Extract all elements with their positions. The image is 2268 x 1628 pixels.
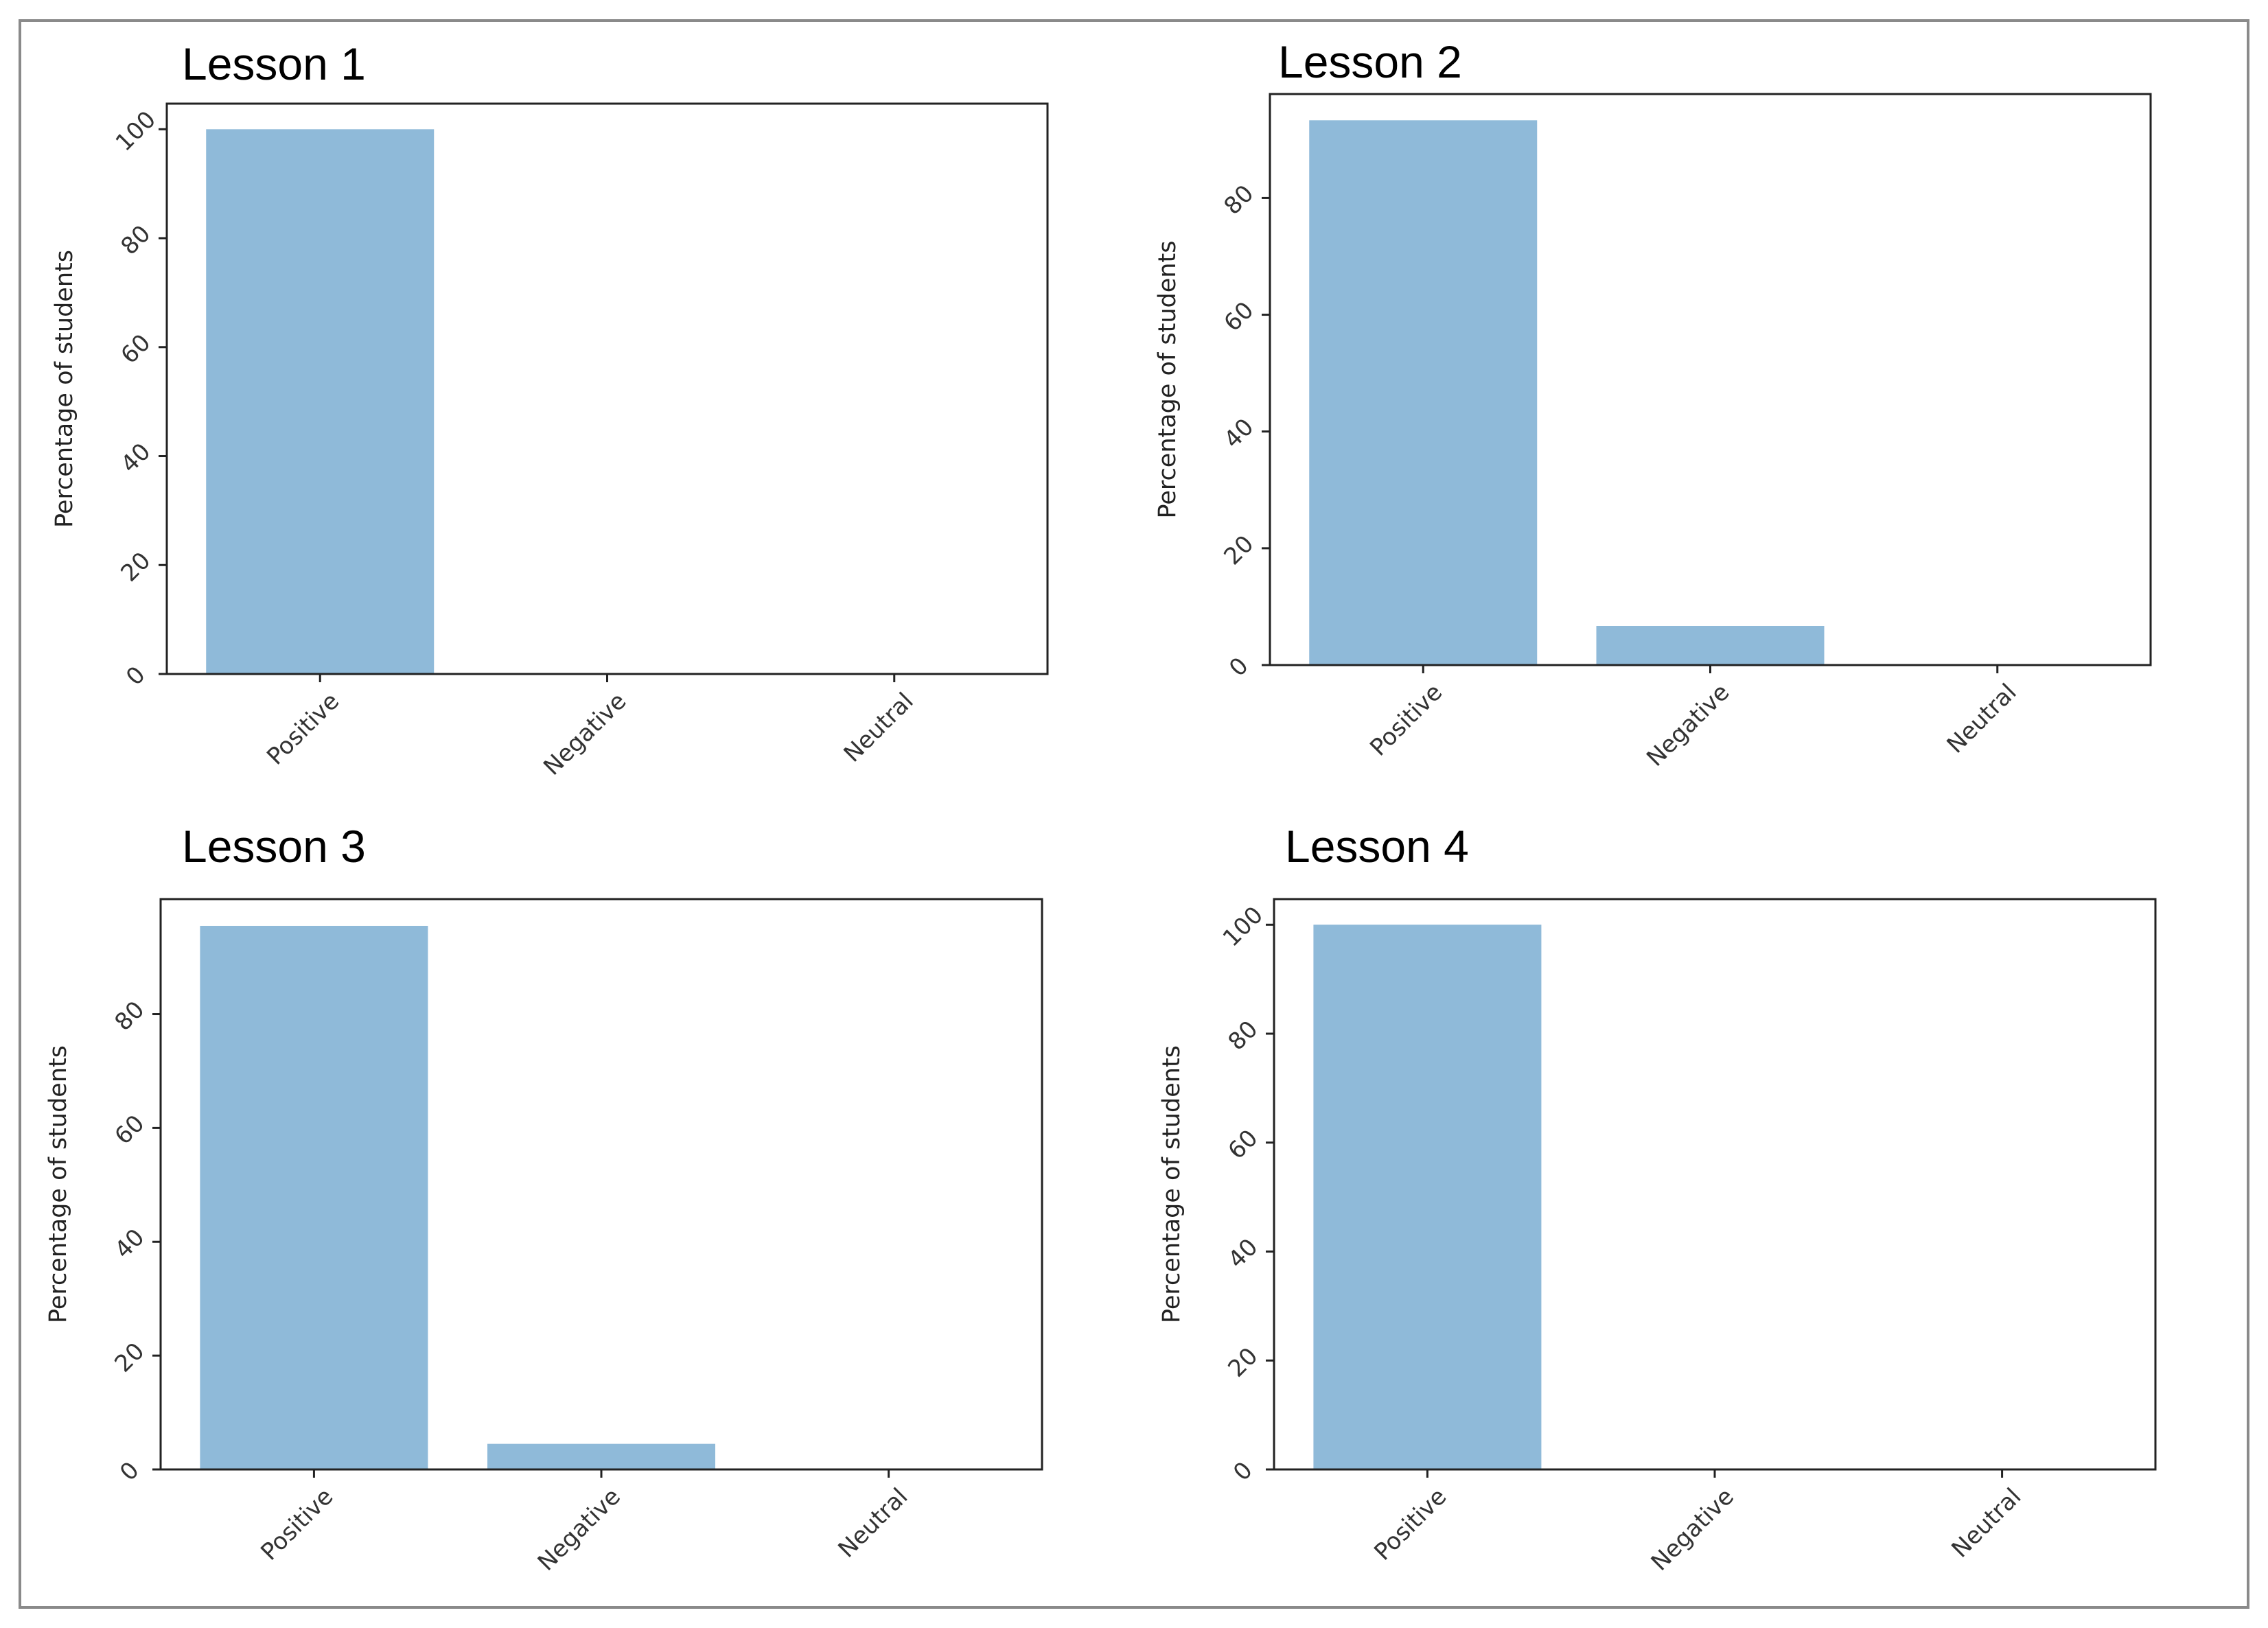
x-tick-label-neutral: Neutral — [833, 1483, 913, 1563]
chart-title-lesson-2: Lesson 2 — [1278, 36, 1462, 87]
y-tick-label: 20 — [1219, 530, 1260, 570]
y-tick-label: 80 — [1223, 1016, 1264, 1056]
x-tick-label-negative: Negative — [533, 1483, 626, 1577]
y-tick-label: 20 — [110, 1338, 150, 1378]
chart-title-lesson-4: Lesson 4 — [1285, 821, 1469, 872]
y-axis-label-lesson-4: Percentage of students — [1158, 1045, 1185, 1323]
chart-lesson-2: 0 20 40 60 80 Positive Negative Neutral Percenta… — [1154, 93, 2152, 772]
y-tick-label: 60 — [110, 1110, 150, 1150]
y-tick-label: 20 — [1223, 1342, 1264, 1383]
y-tick-label: 60 — [1219, 296, 1260, 337]
x-tick-label-positive: Positive — [1365, 679, 1448, 762]
y-tick-label: 80 — [116, 220, 157, 261]
bar-negative-lesson-2 — [1596, 626, 1825, 665]
x-tick-label-neutral: Neutral — [839, 688, 919, 768]
y-tick-label: 60 — [1223, 1124, 1264, 1165]
x-tick-label-positive: Positive — [255, 1483, 338, 1566]
x-tick-label-positive: Positive — [262, 688, 345, 771]
x-tick-label-neutral: Neutral — [1946, 1483, 2026, 1563]
bar-positive-lesson-1 — [206, 129, 435, 675]
y-tick-label: 60 — [116, 329, 157, 369]
y-tick-label: 100 — [1218, 901, 1269, 952]
x-tick-label-negative: Negative — [1641, 679, 1735, 772]
chart-lesson-1: 0 20 40 60 80 100 Positive Negative Neutral Perce… — [51, 102, 1049, 781]
y-axis-label-lesson-1: Percentage of students — [51, 250, 78, 528]
chart-title-lesson-3: Lesson 3 — [182, 821, 366, 872]
y-tick-label: 80 — [1219, 180, 1260, 220]
bar-positive-lesson-3 — [200, 925, 428, 1469]
bar-positive-lesson-2 — [1309, 120, 1538, 665]
y-tick-label: 0 — [1224, 652, 1254, 682]
x-tick-label-positive: Positive — [1369, 1483, 1452, 1566]
bar-positive-lesson-4 — [1313, 925, 1542, 1469]
y-tick-label: 40 — [116, 438, 157, 478]
chart-title-lesson-1: Lesson 1 — [182, 38, 366, 89]
y-tick-label: 20 — [116, 547, 157, 588]
y-axis-label-lesson-2: Percentage of students — [1154, 241, 1181, 519]
y-tick-label: 40 — [1219, 413, 1260, 454]
y-axis-label-lesson-3: Percentage of students — [45, 1045, 72, 1323]
y-tick-label: 40 — [1223, 1233, 1264, 1274]
y-tick-label: 0 — [121, 661, 151, 691]
y-tick-label: 80 — [110, 996, 150, 1036]
y-tick-label: 0 — [115, 1456, 145, 1487]
x-tick-label-negative: Negative — [538, 688, 632, 781]
y-tick-label: 0 — [1228, 1456, 1258, 1487]
y-tick-label: 40 — [110, 1224, 150, 1264]
bar-negative-lesson-3 — [487, 1443, 715, 1469]
x-tick-label-neutral: Neutral — [1942, 679, 2022, 759]
chart-lesson-3: 0 20 40 60 80 Positive Negative Neutral Percenta… — [45, 898, 1043, 1577]
x-tick-label-negative: Negative — [1646, 1483, 1739, 1577]
chart-lesson-4: 0 20 40 60 80 100 Positive Negative Neutral Perce… — [1158, 898, 2157, 1577]
y-tick-label: 100 — [111, 106, 161, 156]
